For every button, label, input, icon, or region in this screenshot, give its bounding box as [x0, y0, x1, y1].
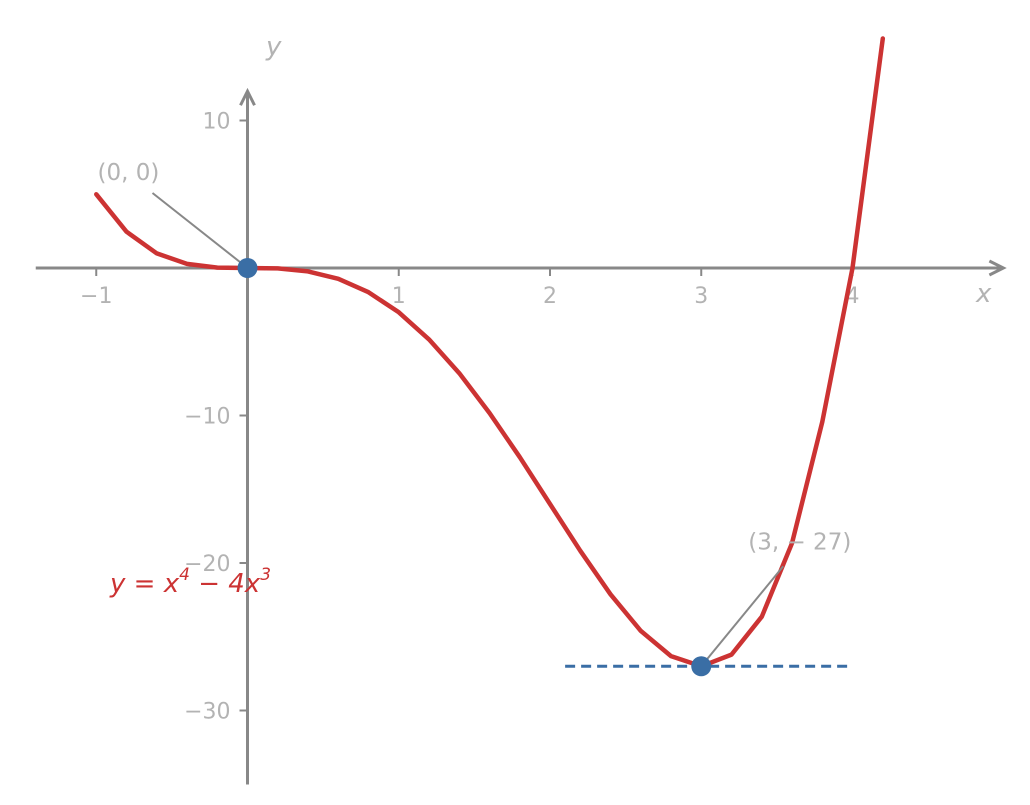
x-axis-arrowhead [988, 259, 1007, 277]
annotations: (0, 0) (3, − 27) [98, 160, 851, 677]
leader-line [700, 565, 785, 667]
function-label-eq: = [125, 569, 163, 599]
y-axis-label: y [265, 32, 282, 62]
y-tick-label: −20 [184, 552, 230, 577]
point-marker [691, 656, 712, 677]
y-tick-label: 10 [203, 110, 231, 135]
point-label: (3, − 27) [748, 529, 851, 555]
axes: x y [35, 32, 1007, 785]
function-label-x1: x [163, 569, 180, 599]
y-tick-label: −30 [184, 700, 230, 725]
x-tick-label: −1 [80, 284, 112, 309]
x-tick-label: 3 [694, 284, 708, 309]
leader-line [151, 192, 249, 269]
curve-line [94, 36, 886, 669]
curve [94, 36, 886, 669]
function-label-x2: x [244, 569, 261, 599]
function-label-minus: − 4 [190, 569, 245, 599]
x-axis-label: x [975, 279, 992, 309]
function-label: y = x4 − 4x3 [109, 565, 271, 599]
x-tick-label: 1 [392, 284, 406, 309]
x-tick-label: 2 [543, 284, 557, 309]
point-label: (0, 0) [98, 160, 160, 186]
function-label-exp1: 4 [179, 565, 190, 585]
y-tick-label: −10 [184, 405, 230, 430]
function-label-exp2: 3 [260, 565, 271, 585]
point-marker [237, 258, 258, 278]
function-label-y: y [109, 569, 126, 599]
y-axis-arrowhead [239, 87, 256, 106]
axis-ticks: −1 1 2 3 4 10 −10 −20 −30 [80, 110, 859, 725]
